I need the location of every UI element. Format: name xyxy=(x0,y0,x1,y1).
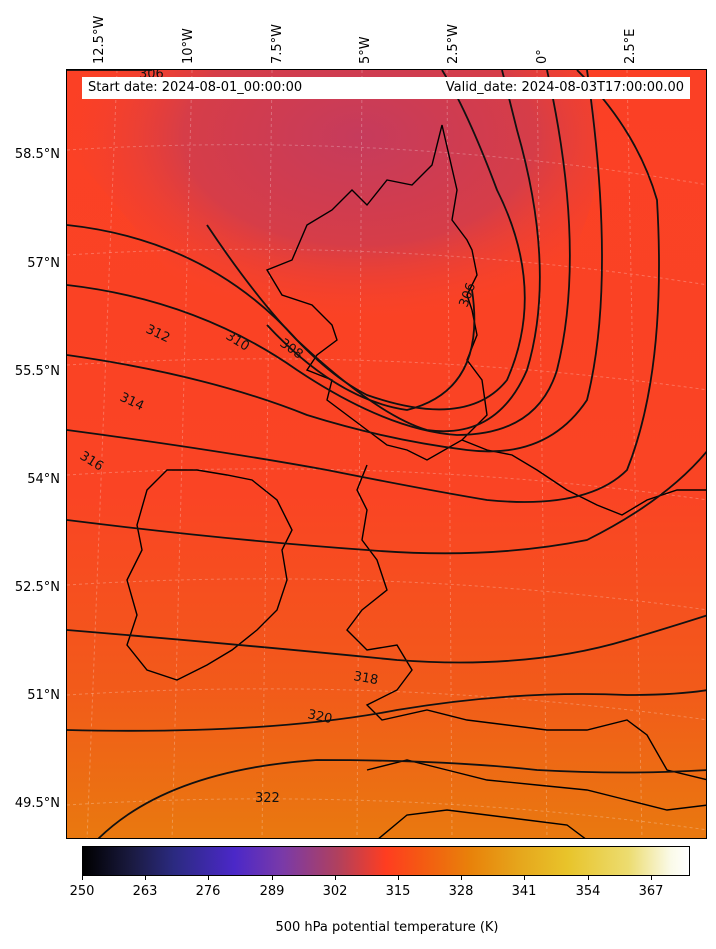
lat-label: 54°N xyxy=(27,472,60,487)
graticule xyxy=(67,70,706,838)
lat-label: 58.5°N xyxy=(14,147,60,162)
lon-label: 12.5°W xyxy=(92,15,107,64)
colorbar-tick: 354 xyxy=(575,884,601,899)
lon-label: 7.5°W xyxy=(270,23,285,64)
colorbar-tickmark xyxy=(398,876,399,880)
map-panel: 306 306 308 310 312 314 316 318 320 322 xyxy=(66,69,707,839)
colorbar-tickmark xyxy=(524,876,525,880)
colorbar-tick: 367 xyxy=(638,884,664,899)
coastlines xyxy=(126,124,706,838)
map-canvas: 306 306 308 310 312 314 316 318 320 322 xyxy=(67,70,706,838)
lon-label: 2.5°W xyxy=(446,23,461,64)
colorbar-tickmark xyxy=(145,876,146,880)
contour-306 xyxy=(266,289,476,411)
isentropes xyxy=(67,70,706,838)
lat-label: 55.5°N xyxy=(14,364,60,379)
colorbar-tick: 315 xyxy=(385,884,411,899)
lon-label: 10°W xyxy=(181,28,196,64)
colorbar-tick: 328 xyxy=(448,884,474,899)
lat-label: 51°N xyxy=(27,688,60,703)
colorbar-tickmark xyxy=(335,876,336,880)
lat-label: 57°N xyxy=(27,256,60,271)
colorbar-tickmark xyxy=(461,876,462,880)
colorbar-tick: 250 xyxy=(69,884,95,899)
cold-air-region xyxy=(67,70,600,400)
colorbar-tickmark xyxy=(588,876,589,880)
contour-label: 318 xyxy=(352,669,379,688)
date-info-box: Start date: 2024-08-01_00:00:00 Valid_da… xyxy=(82,77,690,99)
start-date: Start date: 2024-08-01_00:00:00 xyxy=(88,80,303,95)
colorbar-tick: 341 xyxy=(511,884,537,899)
colorbar-tickmark xyxy=(272,876,273,880)
colorbar-tickmark xyxy=(208,876,209,880)
lat-label: 49.5°N xyxy=(14,796,60,811)
colorbar-label: 500 hPa potential temperature (K) xyxy=(275,920,499,935)
colorbar-tick: 302 xyxy=(322,884,348,899)
colorbar-tickmark xyxy=(82,876,83,880)
colorbar xyxy=(82,846,690,876)
contour-label: 320 xyxy=(306,707,333,727)
colorbar-tick: 276 xyxy=(195,884,221,899)
colorbar-tick: 263 xyxy=(132,884,158,899)
contour-label: 322 xyxy=(255,791,280,806)
lon-label: 5°W xyxy=(358,36,373,64)
lon-label: 2.5°E xyxy=(623,28,638,64)
colorbar-tick: 289 xyxy=(259,884,285,899)
lon-label: 0° xyxy=(535,49,550,64)
valid-date: Valid_date: 2024-08-03T17:00:00.00 xyxy=(445,80,684,95)
contour-label-group: 306 306 308 310 312 314 316 318 320 322 xyxy=(77,70,479,806)
lat-label: 52.5°N xyxy=(14,580,60,595)
colorbar-tickmark xyxy=(651,876,652,880)
